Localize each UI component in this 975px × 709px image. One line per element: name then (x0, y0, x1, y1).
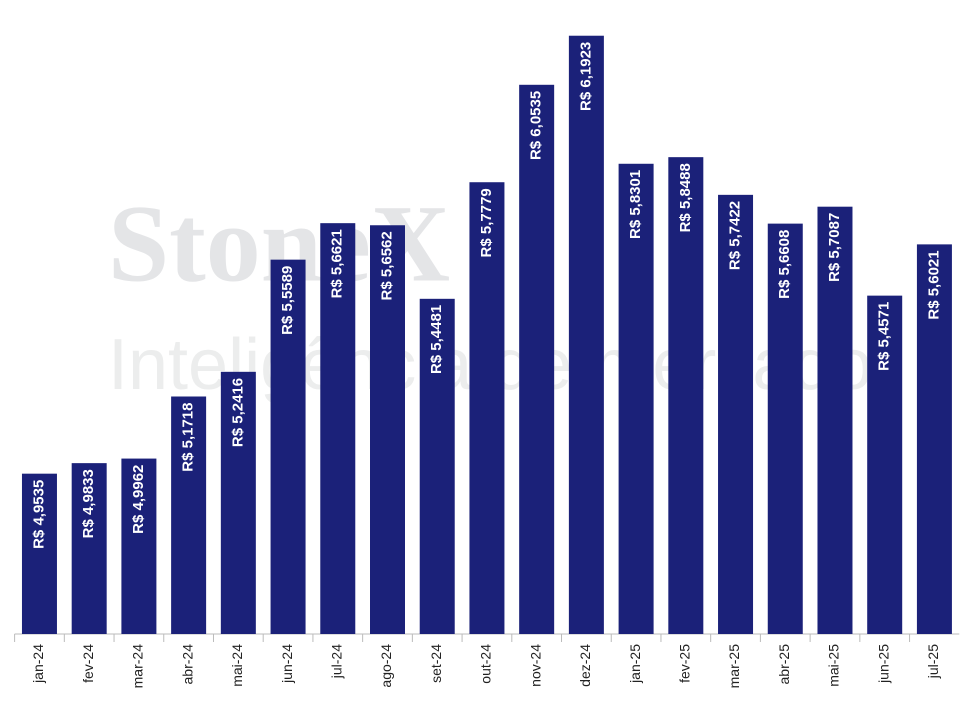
x-tick-label: out-24 (478, 644, 494, 684)
value-label: R$ 5,4571 (876, 302, 893, 371)
bar (21, 473, 57, 634)
bar (668, 157, 704, 634)
bar (171, 396, 207, 634)
value-label: R$ 5,7422 (727, 201, 744, 270)
bar (519, 84, 555, 635)
value-label: R$ 5,7087 (826, 213, 843, 282)
value-label: R$ 6,1923 (577, 42, 594, 111)
x-tick-label: abr-25 (776, 644, 792, 685)
bar (121, 458, 157, 634)
bar (618, 163, 654, 635)
value-label: R$ 5,6021 (925, 250, 942, 319)
value-label: R$ 4,9962 (130, 465, 147, 534)
x-tick-label: nov-24 (527, 644, 543, 687)
bar (320, 223, 356, 635)
value-label: R$ 5,1718 (180, 402, 197, 471)
x-tick-label: fev-25 (677, 644, 693, 683)
bar (817, 206, 853, 634)
bar (916, 244, 952, 634)
value-label: R$ 5,6608 (776, 230, 793, 299)
value-label: R$ 5,7779 (478, 188, 495, 257)
bar (270, 259, 306, 634)
value-label: R$ 5,8488 (677, 163, 694, 232)
x-tick-label: ago-24 (378, 644, 394, 688)
value-label: R$ 6,0535 (528, 91, 545, 160)
value-label: R$ 5,6621 (329, 229, 346, 298)
bar (71, 463, 107, 634)
bar (867, 295, 903, 634)
value-label: R$ 4,9535 (30, 480, 47, 549)
x-tick-label: abr-24 (179, 644, 195, 685)
x-tick-label: jul-24 (328, 644, 344, 679)
x-tick-label: mai-25 (826, 644, 842, 687)
x-tick-label: jan-25 (627, 644, 643, 684)
x-tick-label: fev-24 (80, 644, 96, 683)
x-tick-label: jul-25 (925, 644, 941, 679)
bar (767, 223, 803, 635)
x-tick-label: mai-24 (229, 644, 245, 687)
value-label: R$ 5,6562 (378, 231, 395, 300)
value-label: R$ 4,9833 (80, 469, 97, 538)
x-tick-label: mar-25 (726, 644, 742, 689)
bar (469, 182, 505, 634)
value-label: R$ 5,2416 (229, 378, 246, 447)
value-label: R$ 5,4481 (428, 305, 445, 374)
x-tick-label: jan-24 (30, 644, 46, 684)
value-label: R$ 5,8301 (627, 170, 644, 239)
value-label: R$ 5,5589 (279, 266, 296, 335)
x-tick-label: jun-25 (875, 644, 891, 684)
bar (220, 371, 256, 634)
bar (370, 225, 405, 634)
x-tick-label: set-24 (428, 644, 444, 683)
x-tick-label: jun-24 (279, 644, 295, 684)
x-tick-label: mar-24 (130, 644, 146, 689)
bar (718, 194, 754, 634)
bar (419, 298, 455, 634)
x-tick-label: dez-24 (577, 644, 593, 687)
bar (568, 35, 604, 635)
